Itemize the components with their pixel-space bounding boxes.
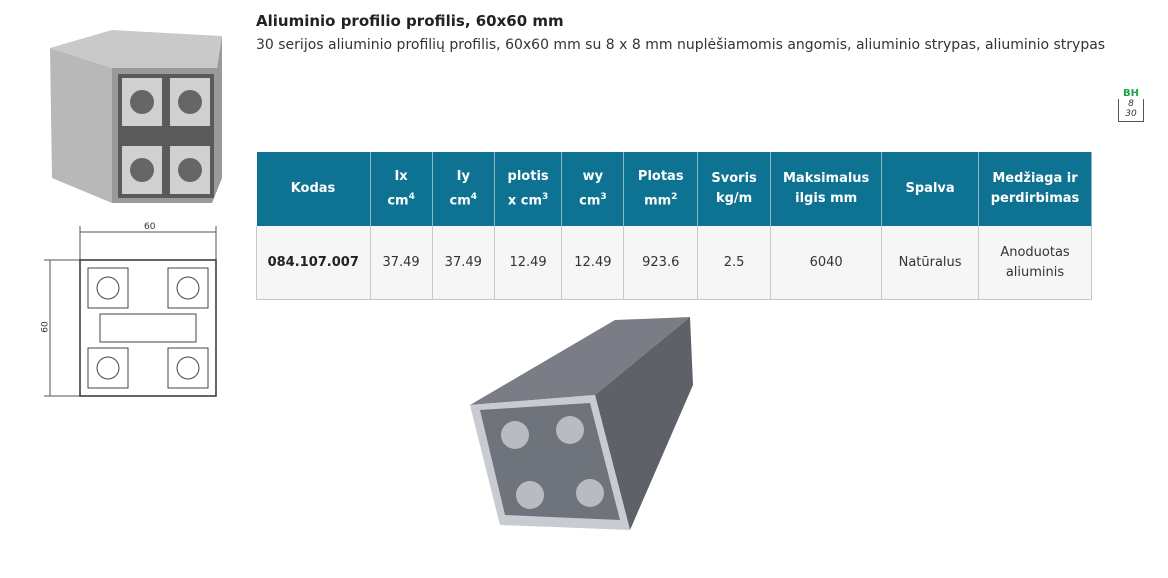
cell-ix: 37.49 [370, 226, 433, 300]
product-title: Aliuminio profilio profilis, 60x60 mm [256, 12, 564, 30]
header-kodas: Kodas [256, 152, 371, 226]
drawing-height-label: 60 [40, 321, 51, 333]
specs-table: Kodas Ix cm4 Iy cm4 plotis x cm3 wy cm3 Plot… [256, 152, 1092, 300]
profile-drawing [44, 226, 217, 397]
cell-wy: 12.49 [561, 226, 625, 300]
product-description: 30 serijos aliuminio profilių profilis, … [256, 37, 1106, 53]
header-ilgis: Maksimalus ilgis mm [770, 152, 883, 226]
badge-top: BH [1123, 88, 1139, 99]
profile-3d-render [470, 317, 693, 530]
header-ix: Ix cm4 [370, 152, 433, 226]
cell-plotis: 12.49 [494, 226, 563, 300]
header-iy: Iy cm4 [432, 152, 495, 226]
table-header-row: Kodas Ix cm4 Iy cm4 plotis x cm3 wy cm3 Plot… [256, 152, 1092, 226]
cell-kodas: 084.107.007 [256, 226, 371, 300]
header-medziaga: Medžiaga ir perdirbimas [978, 152, 1092, 226]
cell-iy: 37.49 [432, 226, 495, 300]
header-wy: wy cm3 [561, 152, 625, 226]
cell-svoris: 2.5 [697, 226, 772, 300]
header-spalva: Spalva [881, 152, 979, 226]
profile-photo [50, 30, 222, 203]
header-svoris: Svoris kg/m [697, 152, 772, 226]
cell-spalva: Natūralus [881, 226, 979, 300]
header-plotis: plotis x cm3 [494, 152, 563, 226]
table-row: 084.107.007 37.49 37.49 12.49 12.49 923.… [256, 226, 1092, 300]
badge-middle: 8 [1128, 99, 1134, 109]
drawing-width-label: 60 [144, 222, 156, 232]
badge-bottom: 30 [1125, 109, 1137, 119]
cell-plotas: 923.6 [623, 226, 698, 300]
cell-ilgis: 6040 [770, 226, 883, 300]
series-badge: BH 8 30 [1114, 88, 1148, 128]
cell-medziaga: Anoduotas aliuminis [978, 226, 1092, 300]
header-plotas: Plotas mm2 [623, 152, 698, 226]
